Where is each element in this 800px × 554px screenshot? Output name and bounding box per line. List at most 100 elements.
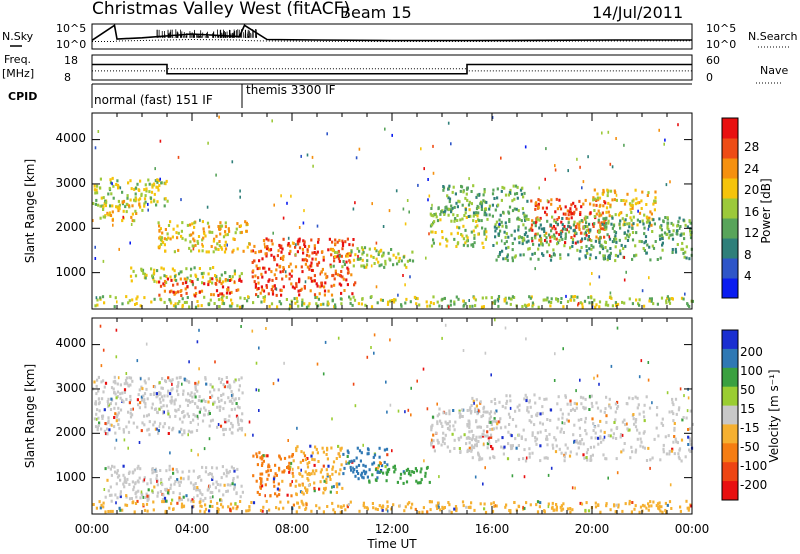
data-cell	[254, 274, 257, 278]
data-cell	[448, 184, 451, 188]
data-cell	[187, 477, 190, 481]
data-cell	[598, 300, 602, 304]
data-cell	[217, 293, 220, 297]
data-cell	[125, 494, 128, 498]
data-cell	[111, 423, 113, 427]
data-cell	[166, 394, 169, 398]
data-cell	[518, 241, 521, 245]
data-cell	[648, 221, 651, 225]
data-cell	[583, 232, 586, 236]
data-cell	[637, 209, 639, 213]
data-cell	[302, 221, 305, 225]
data-cell	[202, 271, 205, 275]
data-cell	[332, 485, 335, 489]
data-cell	[192, 418, 195, 422]
data-cell	[614, 510, 617, 514]
data-cell	[461, 415, 464, 418]
data-cell	[453, 507, 456, 511]
data-cell	[302, 458, 305, 462]
data-cell	[551, 505, 554, 509]
data-cell	[174, 408, 177, 412]
data-cell	[142, 271, 145, 275]
data-cell	[515, 446, 518, 450]
data-cell	[321, 267, 324, 271]
data-cell	[629, 207, 632, 211]
data-cell	[224, 225, 227, 229]
data-cell	[579, 249, 582, 253]
data-cell	[656, 502, 660, 506]
data-cell	[224, 418, 227, 422]
data-cell	[621, 300, 624, 304]
data-cell	[132, 421, 135, 425]
data-cell	[579, 240, 582, 244]
data-cell	[475, 398, 478, 402]
data-cell	[199, 218, 201, 222]
colorbar-frame	[721, 329, 739, 501]
data-cell	[245, 509, 248, 513]
data-cell	[147, 494, 150, 498]
data-cell	[468, 441, 471, 445]
data-cell	[484, 237, 487, 241]
data-cell	[562, 502, 565, 506]
data-cell	[116, 413, 119, 417]
data-cell	[130, 497, 133, 500]
data-cell	[304, 470, 307, 474]
data-cell	[515, 192, 519, 195]
data-cell	[224, 427, 227, 431]
data-cell	[374, 478, 377, 482]
velocity-ylabel: Slant Range [km]	[23, 364, 37, 468]
data-cell	[136, 295, 139, 299]
data-cell	[180, 505, 183, 509]
data-cell	[577, 418, 580, 422]
data-cell	[173, 274, 177, 278]
data-cell	[386, 453, 389, 457]
data-cell	[545, 435, 548, 439]
data-cell	[315, 252, 318, 256]
data-cell	[220, 245, 223, 249]
data-cell	[604, 225, 607, 229]
data-cell	[650, 299, 653, 303]
data-cell	[517, 504, 520, 508]
data-cell	[372, 506, 375, 510]
data-cell	[533, 251, 536, 255]
data-cell	[255, 264, 258, 268]
data-cell	[522, 223, 525, 227]
data-cell	[689, 236, 693, 240]
data-cell	[223, 244, 226, 247]
data-cell	[411, 259, 415, 263]
data-cell	[493, 504, 496, 508]
data-cell	[408, 501, 411, 505]
data-cell	[233, 469, 236, 473]
data-cell	[336, 251, 339, 255]
data-cell	[123, 476, 126, 480]
data-cell	[192, 483, 195, 487]
data-cell	[265, 285, 268, 289]
data-cell	[614, 259, 617, 263]
data-cell	[153, 485, 156, 489]
data-cell	[648, 224, 651, 228]
data-cell	[286, 493, 289, 497]
data-cell	[643, 232, 646, 236]
data-cell	[478, 435, 481, 439]
data-cell	[138, 406, 141, 410]
data-cell	[673, 422, 676, 425]
data-cell	[509, 302, 512, 306]
data-cell	[671, 237, 675, 241]
data-cell	[176, 224, 179, 228]
data-cell	[102, 196, 105, 200]
data-cell	[406, 502, 409, 506]
data-cell	[686, 303, 690, 307]
data-cell	[367, 452, 370, 456]
data-cell	[580, 219, 583, 222]
data-cell	[687, 443, 690, 446]
data-cell	[262, 239, 266, 242]
data-cell	[438, 304, 441, 308]
data-cell	[263, 266, 266, 270]
data-cell	[329, 263, 332, 267]
data-cell	[427, 198, 429, 202]
data-cell	[225, 474, 228, 478]
data-cell	[382, 253, 385, 257]
data-cell	[559, 235, 563, 239]
data-cell	[193, 496, 195, 500]
data-cell	[576, 240, 579, 244]
